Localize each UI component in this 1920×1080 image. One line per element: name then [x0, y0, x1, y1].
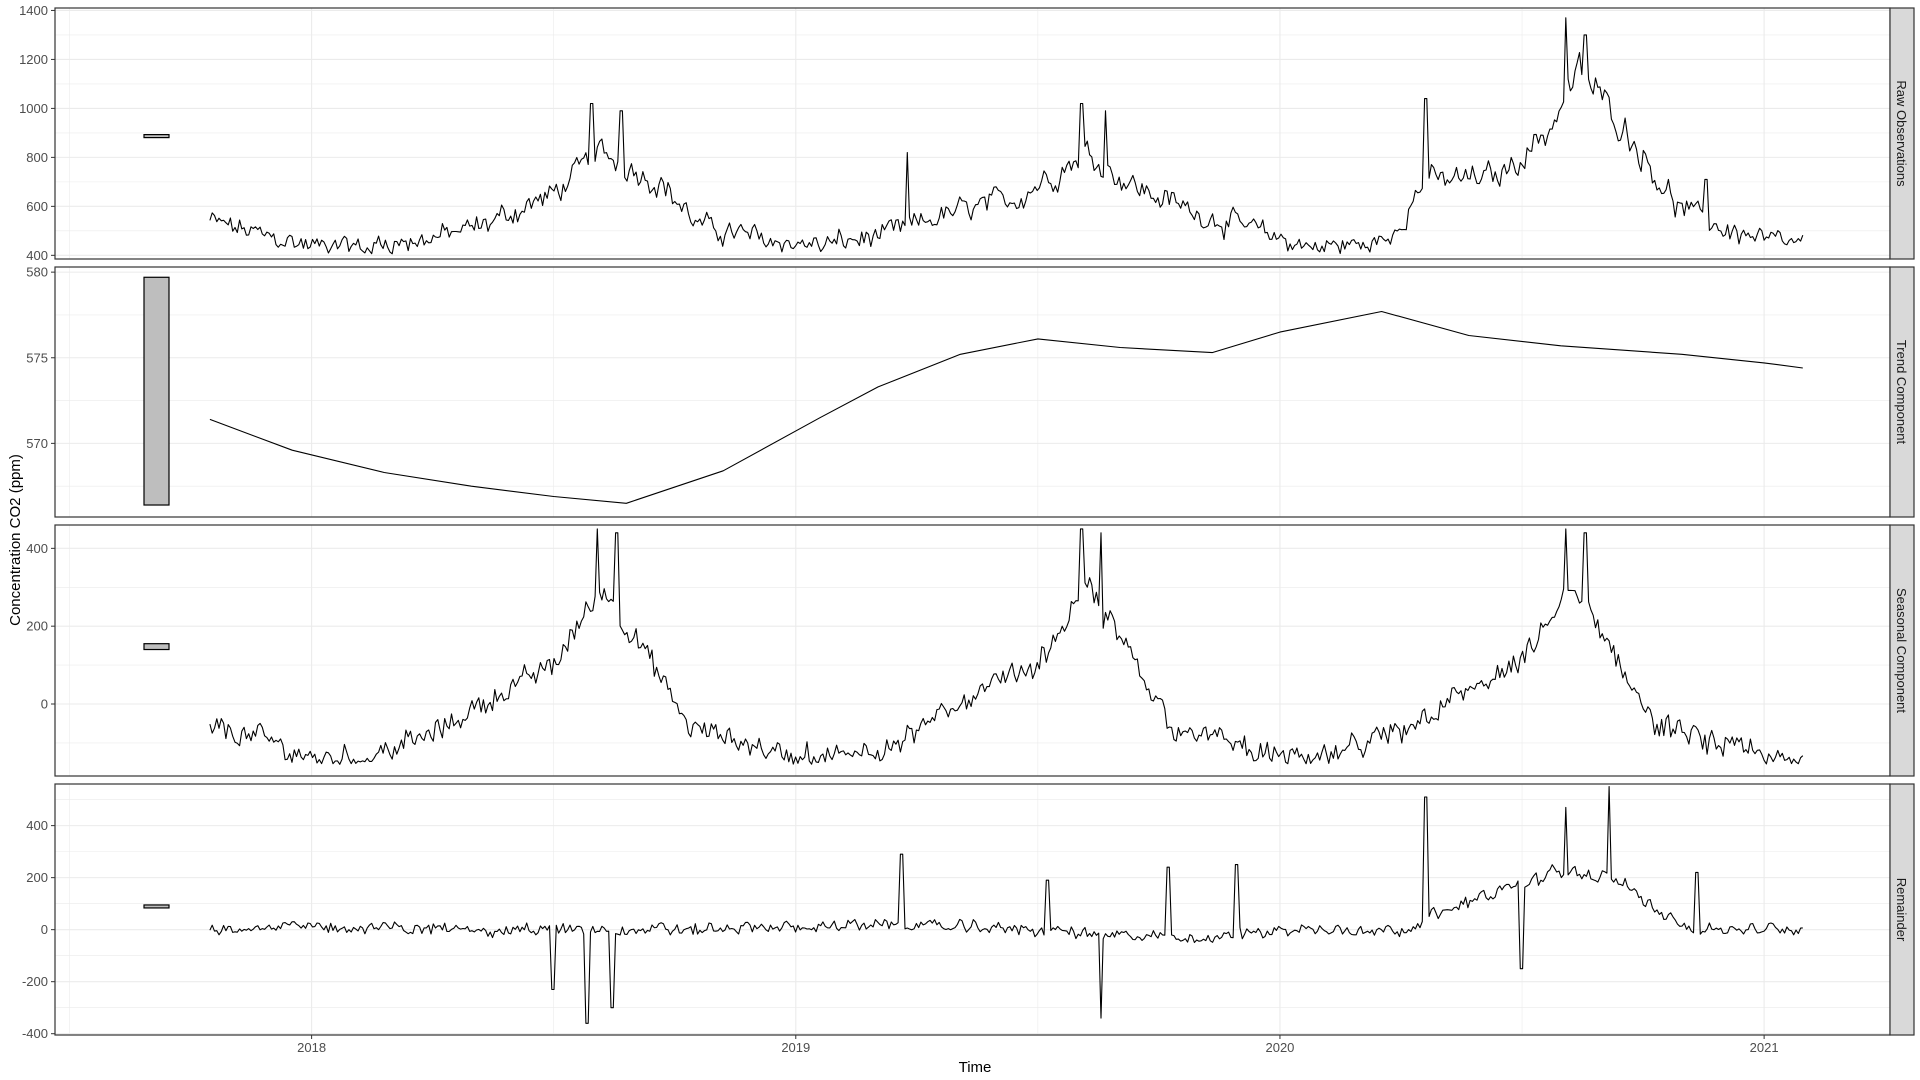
y-tick-label: 400 [26, 541, 48, 556]
facet-strip [1889, 7, 1915, 260]
y-tick-label: 1000 [19, 101, 48, 116]
panel-raw-observations: Raw Observations 400 600 800 1000 1200 1400 [19, 3, 1915, 263]
facet-strip [1889, 266, 1915, 518]
series-line [209, 528, 1804, 765]
y-tick-label: 1200 [19, 52, 48, 67]
y-tick-label: 800 [26, 150, 48, 165]
x-tick-label: 2021 [1750, 1040, 1779, 1055]
y-tick-label: 600 [26, 199, 48, 214]
panel-background [55, 8, 1890, 259]
panel-background [55, 267, 1890, 517]
panel-remainder: Remainder -400 -200 0 200 400 [22, 783, 1915, 1041]
facet-strip [1889, 524, 1915, 777]
y-tick-label: 200 [26, 619, 48, 634]
x-axis: 2018 2019 2020 2021 [297, 1035, 1779, 1055]
y-tick-label: 400 [26, 818, 48, 833]
range-bar [143, 904, 170, 909]
y-tick-label: 200 [26, 870, 48, 885]
y-tick-label: -400 [22, 1026, 48, 1041]
y-tick-label: 400 [26, 248, 48, 263]
y-axis-title: Concentration CO2 (ppm) [7, 454, 24, 626]
x-tick-label: 2020 [1265, 1040, 1294, 1055]
x-axis-title: Time [959, 1059, 992, 1076]
range-bar [143, 134, 170, 139]
y-tick-label: 570 [26, 436, 48, 451]
y-tick-label: 575 [26, 350, 48, 365]
facet-panels: Raw Observations 400 600 800 1000 1200 1400 Tre… [19, 3, 1915, 1041]
series-line [209, 786, 1803, 1024]
facet-strip-label: Trend Component [1894, 340, 1909, 445]
y-tick-label: 0 [41, 697, 48, 712]
panel-seasonal-component: Seasonal Component 0 200 400 [26, 524, 1915, 777]
range-bar [143, 643, 170, 651]
y-tick-label: 1400 [19, 3, 48, 18]
y-tick-label: -200 [22, 974, 48, 989]
facet-strip-label: Raw Observations [1894, 80, 1909, 187]
facet-strip-label: Seasonal Component [1894, 588, 1909, 713]
y-tick-label: 580 [26, 265, 48, 280]
y-tick-label: 0 [41, 922, 48, 937]
panel-background [55, 525, 1890, 776]
x-tick-label: 2018 [297, 1040, 326, 1055]
panel-trend-component: Trend Component 570 575 580 [26, 265, 1915, 518]
series-line [209, 310, 1803, 504]
series-line [209, 17, 1804, 255]
range-bar [143, 276, 170, 506]
facet-strip [1889, 783, 1915, 1036]
facet-strip-label: Remainder [1894, 878, 1909, 942]
panel-background [55, 784, 1890, 1035]
x-tick-label: 2019 [781, 1040, 810, 1055]
